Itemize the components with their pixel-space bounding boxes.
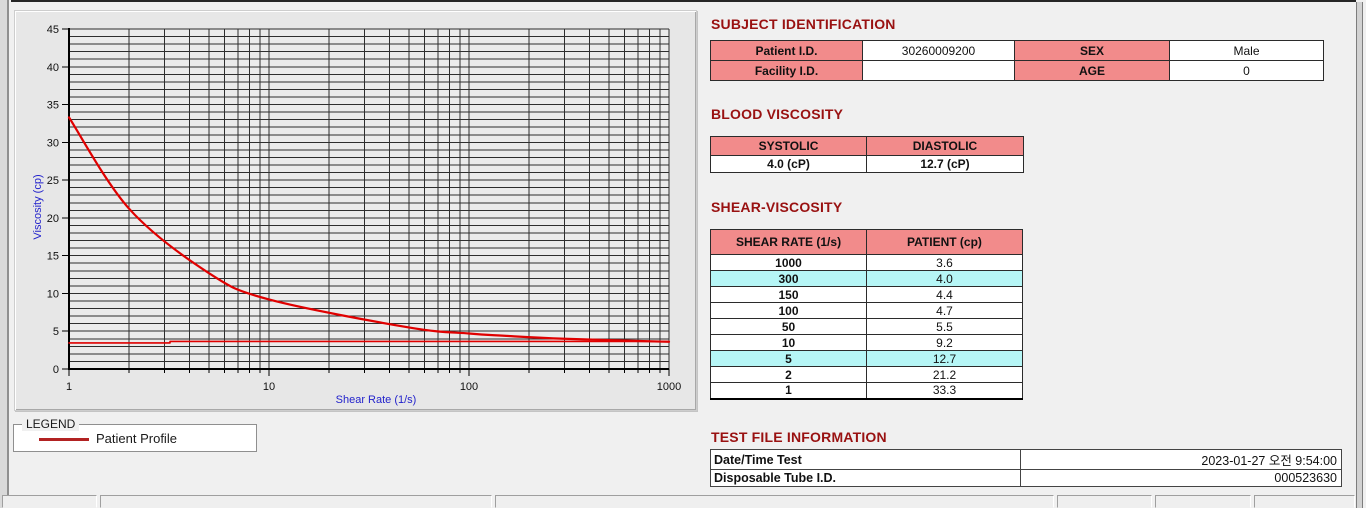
window-right-border	[1356, 2, 1363, 508]
svg-text:1: 1	[66, 381, 72, 393]
table-row: 300 4.0	[710, 270, 1023, 287]
grid-lines	[69, 28, 670, 369]
status-panel	[1057, 495, 1152, 508]
shear-rate-cell: 50	[710, 318, 867, 335]
svg-text:30: 30	[47, 137, 59, 149]
patient-cp-cell: 3.6	[866, 254, 1023, 271]
status-panel	[2, 495, 97, 508]
systolic-value: 4.0 (cP)	[710, 155, 867, 173]
plot-area	[69, 29, 669, 369]
table-row: 50 5.5	[710, 318, 1023, 335]
legend-caption: LEGEND	[22, 417, 80, 431]
svg-text:1000: 1000	[657, 381, 681, 393]
status-panel	[1254, 495, 1355, 508]
x-axis-label: Shear Rate (1/s)	[336, 394, 417, 406]
facility-id-value	[862, 60, 1015, 81]
patient-id-value: 30260009200	[862, 40, 1015, 61]
shear-rate-cell: 1	[710, 382, 867, 399]
date-time-test-value: 2023-01-27 오전 9:54:00	[1020, 449, 1342, 470]
table-row: 150 4.4	[710, 286, 1023, 303]
shear-rate-cell: 150	[710, 286, 867, 303]
window-top-border	[11, 0, 1356, 2]
diastolic-value: 12.7 (cP)	[866, 155, 1024, 173]
section-title-subject-identification: SUBJECT IDENTIFICATION	[711, 16, 896, 32]
svg-text:35: 35	[47, 100, 59, 112]
section-title-test-file-information: TEST FILE INFORMATION	[711, 429, 887, 445]
status-panel	[1155, 495, 1251, 508]
table-row: 1 33.3	[710, 382, 1023, 399]
shear-viscosity-table: SHEAR RATE (1/s) PATIENT (cp) 1000 3.6 30…	[710, 229, 1023, 400]
sex-label: SEX	[1014, 40, 1170, 61]
patient-cp-cell: 12.7	[866, 350, 1023, 367]
legend-box: LEGEND Patient Profile	[13, 417, 257, 452]
patient-cp-cell: 4.4	[866, 286, 1023, 303]
patient-cp-header: PATIENT (cp)	[866, 229, 1023, 255]
status-panel	[495, 495, 1054, 508]
disposable-tube-id-value: 000523630	[1020, 469, 1342, 487]
patient-cp-cell: 4.7	[866, 302, 1023, 319]
patient-cp-cell: 4.0	[866, 270, 1023, 287]
table-row: 2 21.2	[710, 366, 1023, 383]
svg-text:5: 5	[53, 326, 59, 338]
systolic-header: SYSTOLIC	[710, 136, 867, 156]
svg-text:40: 40	[47, 62, 59, 74]
test-file-information-table: Date/Time Test 2023-01-27 오전 9:54:00 Dis…	[710, 449, 1342, 487]
svg-text:25: 25	[47, 175, 59, 187]
table-row: SHEAR RATE (1/s) PATIENT (cp)	[710, 229, 1023, 255]
shear-viscosity-chart: 0 5 10 15 20 25 30 35 40 45 1 10 100 1000 Viscosity (c…	[32, 24, 681, 406]
age-value: 0	[1169, 60, 1324, 81]
svg-text:100: 100	[460, 381, 478, 393]
svg-text:0: 0	[53, 364, 59, 376]
y-axis-label: Viscosity (cp)	[32, 174, 44, 239]
age-label: AGE	[1014, 60, 1170, 81]
disposable-tube-id-label: Disposable Tube I.D.	[710, 469, 1021, 487]
blood-viscosity-table: SYSTOLIC DIASTOLIC 4.0 (cP) 12.7 (cP)	[710, 136, 1024, 173]
patient-cp-cell: 9.2	[866, 334, 1023, 351]
axes	[68, 28, 669, 370]
patient-cp-cell: 5.5	[866, 318, 1023, 335]
patient-id-label: Patient I.D.	[710, 40, 863, 61]
patient-profile-curve	[67, 116, 671, 343]
shear-rate-header: SHEAR RATE (1/s)	[710, 229, 867, 255]
section-title-shear-viscosity: SHEAR-VISCOSITY	[711, 199, 843, 215]
shear-rate-cell: 100	[710, 302, 867, 319]
window-left-border	[0, 0, 9, 508]
svg-text:10: 10	[263, 381, 275, 393]
patient-cp-cell: 21.2	[866, 366, 1023, 383]
table-row: Facility I.D. AGE 0	[710, 60, 1324, 81]
table-row: 5 12.7	[710, 350, 1023, 367]
status-panel	[100, 495, 492, 508]
shear-rate-cell: 1000	[710, 254, 867, 271]
table-row: Disposable Tube I.D. 000523630	[710, 469, 1342, 487]
facility-id-label: Facility I.D.	[710, 60, 863, 81]
diastolic-header: DIASTOLIC	[866, 136, 1024, 156]
baseline-trace-line	[68, 340, 670, 344]
table-row: Date/Time Test 2023-01-27 오전 9:54:00	[710, 449, 1342, 470]
table-row: 1000 3.6	[710, 254, 1023, 271]
table-row: SYSTOLIC DIASTOLIC	[710, 136, 1024, 156]
shear-rate-cell: 10	[710, 334, 867, 351]
patient-profile-line-sample	[39, 438, 89, 441]
sex-value: Male	[1169, 40, 1324, 61]
svg-text:10: 10	[47, 288, 59, 300]
table-row: Patient I.D. 30260009200 SEX Male	[710, 40, 1324, 61]
viscosity-chart-panel: 0 5 10 15 20 25 30 35 40 45 1 10 100 1000 Viscosity (c…	[14, 10, 697, 411]
shear-rate-cell: 5	[710, 350, 867, 367]
shear-rate-cell: 2	[710, 366, 867, 383]
table-row: 100 4.7	[710, 302, 1023, 319]
shear-rate-cell: 300	[710, 270, 867, 287]
section-title-blood-viscosity: BLOOD VISCOSITY	[711, 106, 844, 122]
svg-text:45: 45	[47, 24, 59, 36]
svg-text:15: 15	[47, 251, 59, 263]
date-time-test-label: Date/Time Test	[710, 449, 1021, 470]
table-row: 10 9.2	[710, 334, 1023, 351]
table-row: 4.0 (cP) 12.7 (cP)	[710, 155, 1024, 173]
legend-item-label: Patient Profile	[96, 431, 177, 446]
svg-text:20: 20	[47, 213, 59, 225]
subject-identification-table: Patient I.D. 30260009200 SEX Male Facili…	[710, 40, 1324, 81]
axis-ticks-and-labels: 0 5 10 15 20 25 30 35 40 45 1 10 100 1000	[47, 24, 681, 393]
patient-cp-cell: 33.3	[866, 382, 1023, 399]
